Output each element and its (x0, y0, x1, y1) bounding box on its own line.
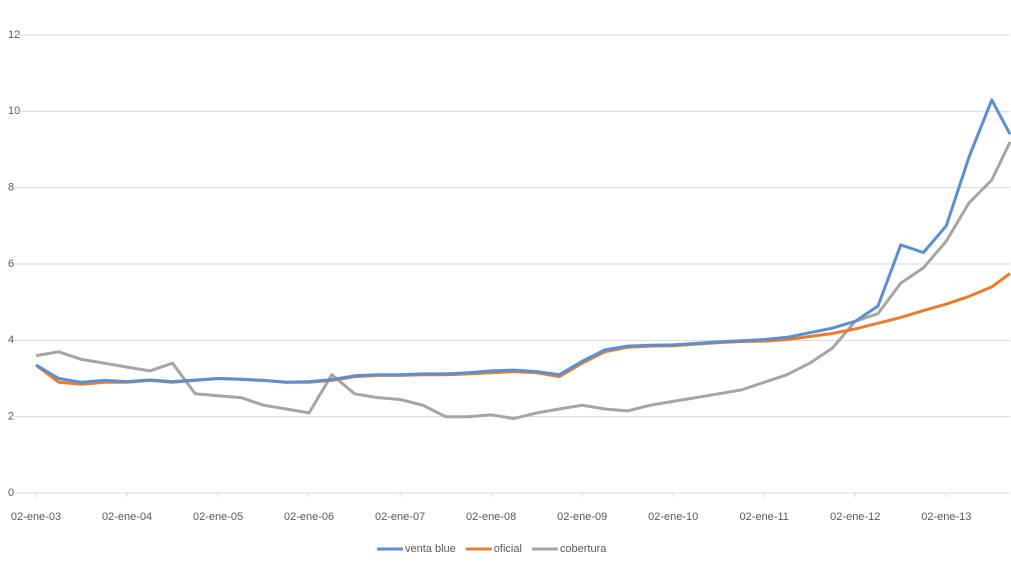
series-line (35, 98, 1011, 384)
x-tick-label: 02-ene-13 (921, 511, 971, 523)
x-tick-label: 02-ene-08 (466, 511, 516, 523)
x-tick-label: 02-ene-07 (375, 511, 425, 523)
x-tick-label: 02-ene-03 (11, 511, 61, 523)
y-tick-label: 8 (8, 182, 14, 194)
y-tick-label: 0 (8, 487, 14, 499)
x-tick-label: 02-ene-11 (740, 511, 789, 523)
series-line (35, 141, 1011, 421)
series-line (35, 272, 1011, 386)
x-tick-label: 02-ene-10 (648, 511, 698, 523)
x-tick-label: 02-ene-05 (193, 511, 243, 523)
x-tick-label: 02-ene-04 (102, 511, 152, 523)
y-tick-label: 4 (8, 334, 14, 346)
legend-label: cobertura (560, 543, 607, 555)
y-tick-label: 2 (8, 411, 14, 423)
legend-label: venta blue (405, 543, 456, 555)
legend-label: oficial (494, 543, 522, 555)
x-tick-label: 02-ene-12 (830, 511, 880, 523)
x-tick-label: 02-ene-06 (284, 511, 334, 523)
x-tick-label: 02-ene-09 (557, 511, 607, 523)
y-tick-label: 6 (8, 258, 14, 270)
